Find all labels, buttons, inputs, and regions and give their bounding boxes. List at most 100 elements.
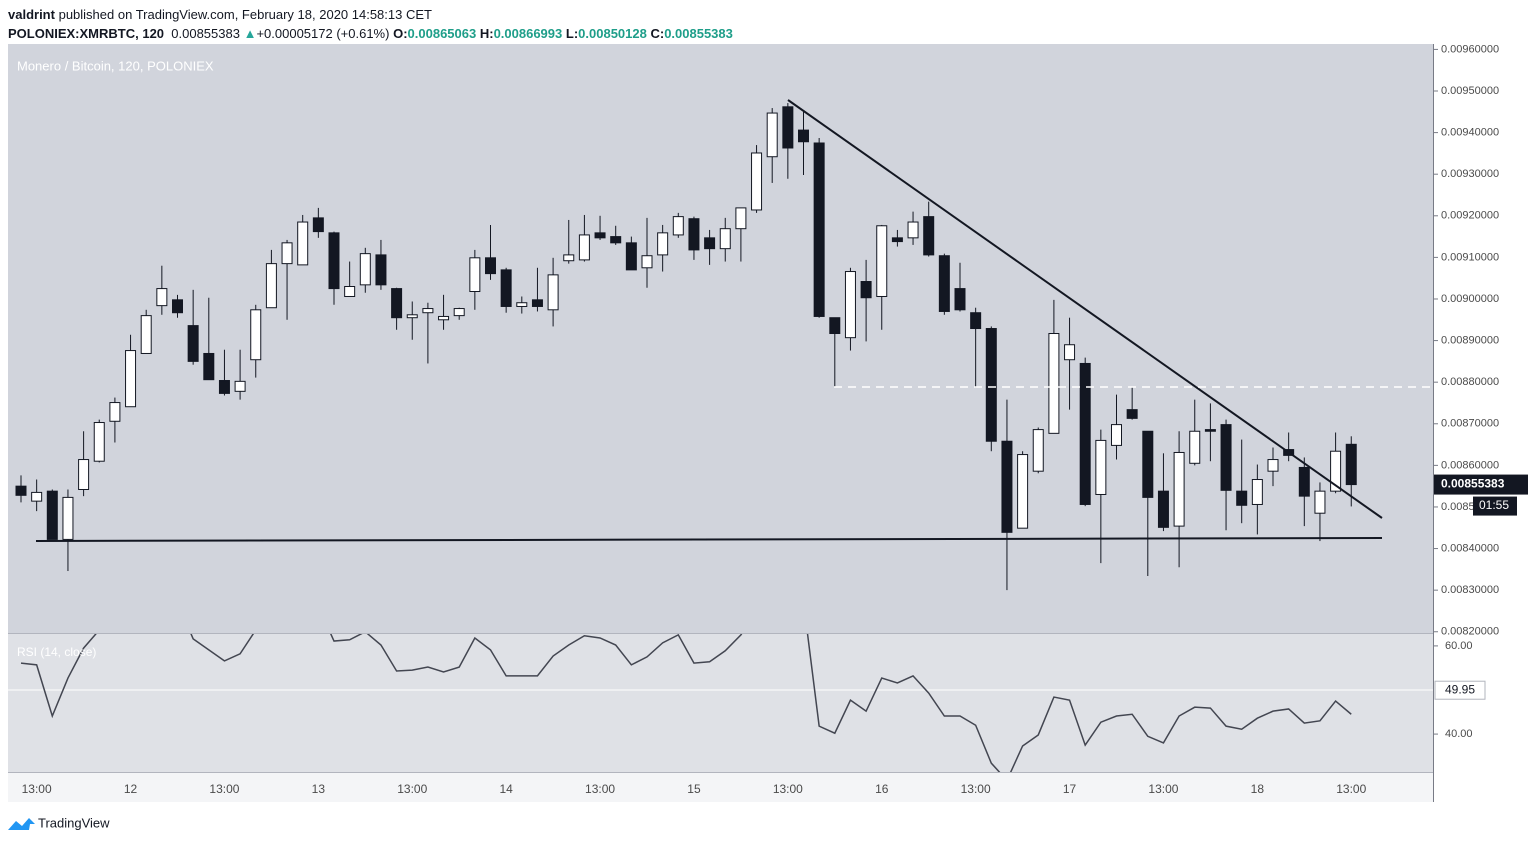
candle-body <box>813 142 825 317</box>
candle-body <box>563 254 575 262</box>
candle-body <box>954 288 966 311</box>
candle-body <box>359 253 371 286</box>
candle-body <box>1142 430 1154 498</box>
candle-body <box>1017 454 1029 529</box>
candle-body <box>578 234 590 261</box>
candle-body <box>735 207 747 230</box>
y-tick-label: 0.00920000 <box>1441 210 1499 222</box>
candle-body <box>1330 450 1342 492</box>
h-value: 0.00866993 <box>493 26 563 41</box>
candle-body <box>297 221 309 266</box>
candle-body <box>1126 409 1138 419</box>
header: valdrint published on TradingView.com, F… <box>8 5 733 43</box>
candle-body <box>172 299 183 314</box>
candle-body <box>281 242 293 265</box>
candle-body <box>907 221 919 239</box>
author: valdrint <box>8 7 55 22</box>
x-tick-label: 13:00 <box>22 782 52 796</box>
y-tick-label: 0.00820000 <box>1441 626 1499 638</box>
candle-body <box>62 496 74 540</box>
candle-body <box>1095 439 1107 495</box>
candle-body <box>970 312 982 330</box>
candle-body <box>1173 451 1185 527</box>
last-price: 0.00855383 <box>171 26 240 41</box>
candle-body <box>516 302 528 307</box>
candle-body <box>422 308 434 314</box>
l-value: 0.00850128 <box>578 26 647 41</box>
candle-body <box>531 299 543 307</box>
candle-body <box>485 257 496 275</box>
candle-body <box>625 242 637 271</box>
candle-body <box>46 490 58 540</box>
candle-body <box>938 255 950 312</box>
change-arrow: ▲ <box>243 26 257 41</box>
quote-line: POLONIEX:XMRBTC, 120 0.00855383 ▲+0.0000… <box>8 24 733 43</box>
y-tick-label: 0.00860000 <box>1441 459 1499 471</box>
footer-logo <box>8 818 35 830</box>
candle-body <box>688 218 700 251</box>
candle-body <box>798 129 809 143</box>
candle-body <box>1220 424 1232 491</box>
candle-body <box>140 315 152 354</box>
candle-body <box>250 309 262 361</box>
y-tick-label: 0.00950000 <box>1441 85 1499 97</box>
y-tick-label: 0.00900000 <box>1441 293 1499 305</box>
y-tick-label: 0.00930000 <box>1441 168 1499 180</box>
candle-body <box>203 352 215 381</box>
candle-body <box>891 237 903 243</box>
chart-title: Monero / Bitcoin, 120, POLONIEX <box>17 58 214 73</box>
candle-body <box>594 232 606 239</box>
o-label: O: <box>393 26 408 41</box>
published: published on TradingView.com, February 1… <box>58 7 432 22</box>
change: +0.00005172 (+0.61%) <box>256 26 390 41</box>
candle-body <box>829 317 841 335</box>
rsi-line <box>20 634 1352 772</box>
candle-body <box>1064 344 1076 361</box>
candle-body <box>1032 429 1044 472</box>
candle-body <box>1267 459 1279 472</box>
candle-body <box>1236 490 1248 506</box>
candle-body <box>1314 490 1326 514</box>
rsi-title: RSI (14, close) <box>17 645 96 659</box>
candle-body <box>344 286 356 297</box>
rsi-value-label: 49.95 <box>1445 682 1475 696</box>
candle-body <box>766 112 778 158</box>
candle-body <box>985 328 997 442</box>
x-tick-label: 17 <box>1063 782 1077 796</box>
x-tick-label: 13:00 <box>585 782 615 796</box>
c-label: C: <box>650 26 665 41</box>
candle-body <box>93 422 105 462</box>
candle-body <box>1001 440 1013 533</box>
last-price-box <box>1434 474 1528 495</box>
drawings <box>35 99 1433 542</box>
candle-body <box>218 380 230 394</box>
time-axis <box>8 773 1433 802</box>
candle-body <box>328 232 340 290</box>
countdown-box <box>1473 496 1517 516</box>
x-tick-label: 13:00 <box>773 782 803 796</box>
candle-body <box>78 459 90 490</box>
candle-body <box>438 315 450 321</box>
candle-body <box>312 217 324 233</box>
candle-body <box>1251 479 1263 505</box>
x-tick-label: 13 <box>312 782 326 796</box>
candle-body <box>1298 466 1310 497</box>
candle-body <box>500 269 512 307</box>
candle-body <box>265 263 277 309</box>
x-tick-label: 12 <box>124 782 138 796</box>
countdown-label: 01:55 <box>1479 498 1509 512</box>
candles <box>15 103 1357 591</box>
x-tick-label: 13:00 <box>1148 782 1178 796</box>
x-tick-label: 13:00 <box>1336 782 1366 796</box>
candle-body <box>31 491 43 502</box>
candle-body <box>672 216 684 236</box>
h-label: H: <box>479 26 494 41</box>
y-tick-label: 0.00940000 <box>1441 127 1499 139</box>
candle-body <box>1345 443 1357 486</box>
rsi-layer <box>8 634 1433 772</box>
candle-body <box>375 254 387 286</box>
candle-body <box>406 314 418 319</box>
candle-body <box>1204 429 1216 432</box>
